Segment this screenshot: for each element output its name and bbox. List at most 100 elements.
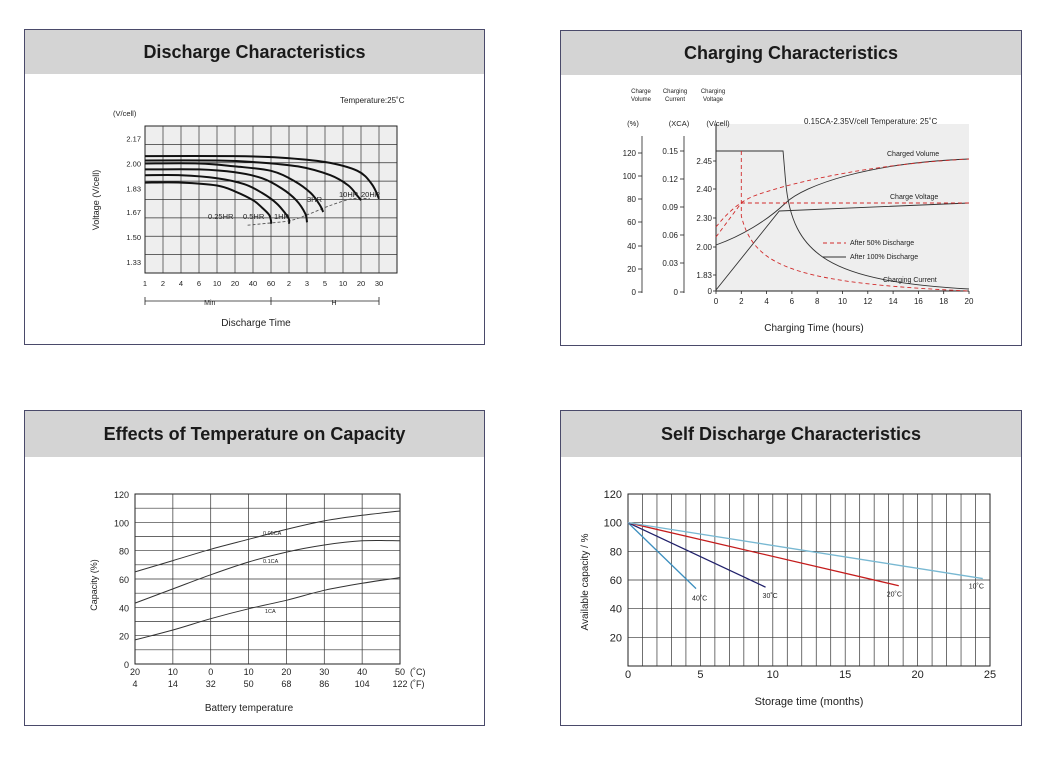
x-axis-title: Battery temperature [205, 703, 294, 714]
x-tick-label: 15 [839, 669, 851, 681]
y-tick-voltage: 0 [708, 287, 713, 296]
y-tick-voltage: 2.30 [696, 214, 712, 223]
x-tick-label: 2 [287, 279, 291, 288]
x-tick-label: 60 [267, 279, 275, 288]
unit-celsius: (˚C) [410, 667, 426, 677]
x-tick-celsius: 10 [244, 667, 254, 677]
y-tick-label: 120 [114, 490, 129, 500]
x-tick-fahrenheit: 32 [206, 679, 216, 689]
header-label: Charge [631, 89, 651, 95]
y-unit-label: (V/cell) [113, 109, 137, 118]
y-tick-label: 20 [119, 632, 129, 642]
x-tick-label: 20 [965, 297, 974, 306]
y-tick-percent: 40 [627, 242, 636, 251]
x-tick-label: 30 [375, 279, 383, 288]
x-group-min: Min [204, 300, 215, 307]
cutoff-voltage-curve [247, 197, 371, 226]
discharge-curve-0.5HR [144, 174, 291, 224]
y-tick-current: 0.12 [662, 175, 678, 184]
y-tick-percent: 120 [623, 149, 637, 158]
self-discharge-line-10˚C [627, 522, 983, 580]
x-axis-title: Discharge Time [221, 318, 291, 329]
x-tick-celsius: 50 [395, 667, 405, 677]
x-tick-label: 5 [697, 669, 703, 681]
header-label: Charging [663, 89, 687, 95]
charge-voltage-curve-100 [715, 202, 970, 291]
y-axis-title: Voltage (V/cell) [91, 170, 101, 231]
y-tick-label: 2.00 [126, 159, 141, 168]
y-tick-percent: 60 [627, 218, 636, 227]
x-tick-label: 40 [249, 279, 257, 288]
x-tick-fahrenheit: 14 [168, 679, 178, 689]
self-discharge-panel: Self Discharge Characteristics 120 100 80 6… [560, 410, 1022, 726]
y-axis-title: Available capacity / % [580, 533, 591, 630]
x-tick-celsius: 20 [281, 667, 291, 677]
self-discharge-label: 20˚C [887, 591, 902, 599]
plot-background [716, 124, 969, 291]
unit-fahrenheit: (˚F) [410, 679, 425, 689]
charging-title: Charging Characteristics [561, 31, 1021, 75]
x-tick-label: 12 [863, 297, 872, 306]
y-tick-label: 40 [610, 604, 622, 616]
x-tick-label: 3 [305, 279, 309, 288]
charged-volume-curve-50 [715, 158, 970, 228]
curve-label: Charge Voltage [890, 194, 938, 201]
y-tick-percent: 0 [632, 288, 637, 297]
temperature-annotation: Temperature:25˚C [340, 96, 405, 105]
capacity-curve-0.05CA [134, 510, 401, 573]
x-tick-fahrenheit: 86 [319, 679, 329, 689]
axis-unit-label: (%) [627, 119, 639, 128]
charging-chart: Charge Volume Charging Current Charging Volta… [623, 89, 974, 334]
header-label: Volume [631, 97, 652, 103]
header-label: Voltage [703, 97, 724, 103]
charging-panel: Charging Characteristics Charge Volume Cha… [560, 30, 1022, 346]
self-discharge-line-20˚C [627, 522, 899, 587]
self-discharge-chart: 120 100 80 60 40 20 0 5 10 15 20 25 Storage time (mo… [580, 489, 996, 708]
axis-unit-label: (V/cell) [706, 119, 730, 128]
x-tick-celsius: 30 [319, 667, 329, 677]
x-tick-fahrenheit: 4 [132, 679, 137, 689]
x-tick-label: 2 [739, 297, 744, 306]
x-axis-title: Charging Time (hours) [764, 323, 863, 334]
x-tick-label: 10 [339, 279, 347, 288]
x-tick-fahrenheit: 104 [355, 679, 370, 689]
y-tick-current: 0.09 [662, 203, 678, 212]
header-label: Current [665, 97, 685, 103]
curve-label: Charging Current [883, 277, 937, 284]
charging-current-curve-50 [740, 151, 970, 292]
y-tick-label: 0 [124, 660, 129, 670]
capacity-curve-1CA [134, 577, 401, 641]
x-tick-label: 10 [838, 297, 847, 306]
discharge-curve-label: 3HR [307, 195, 323, 204]
x-tick-label: 20 [911, 669, 923, 681]
header-label: Charging [701, 89, 725, 95]
y-tick-percent: 100 [623, 172, 637, 181]
y-tick-label: 40 [119, 603, 129, 613]
y-tick-voltage: 1.83 [696, 271, 712, 280]
x-group-hour: H [331, 300, 336, 307]
x-tick-fahrenheit: 68 [281, 679, 291, 689]
discharge-panel: Discharge Characteristics (V/cell) 2.17 2.… [24, 29, 485, 345]
x-tick-label: 16 [914, 297, 923, 306]
y-tick-label: 80 [610, 546, 622, 558]
x-tick-label: 20 [231, 279, 239, 288]
charge-voltage-curve-50 [715, 202, 969, 238]
self-discharge-label: 10˚C [969, 583, 984, 591]
discharge-curve-label: 20HR [361, 190, 381, 199]
y-tick-voltage: 2.40 [696, 185, 712, 194]
discharge-curve-label: 1HR [274, 212, 290, 221]
y-tick-label: 100 [604, 518, 622, 530]
x-tick-label: 6 [790, 297, 795, 306]
discharge-curve-0.25HR [144, 181, 273, 224]
y-tick-current: 0 [674, 288, 679, 297]
x-tick-label: 10 [213, 279, 221, 288]
discharge-curve-3HR [144, 162, 325, 213]
x-tick-label: 5 [323, 279, 327, 288]
capacity-curve-label: 1CA [265, 609, 276, 615]
discharge-curve-1HR [144, 168, 308, 223]
self-discharge-label: 40˚C [692, 595, 707, 603]
x-tick-label: 10 [767, 669, 779, 681]
discharge-curve-label: 10HR [339, 190, 359, 199]
y-tick-percent: 80 [627, 195, 636, 204]
